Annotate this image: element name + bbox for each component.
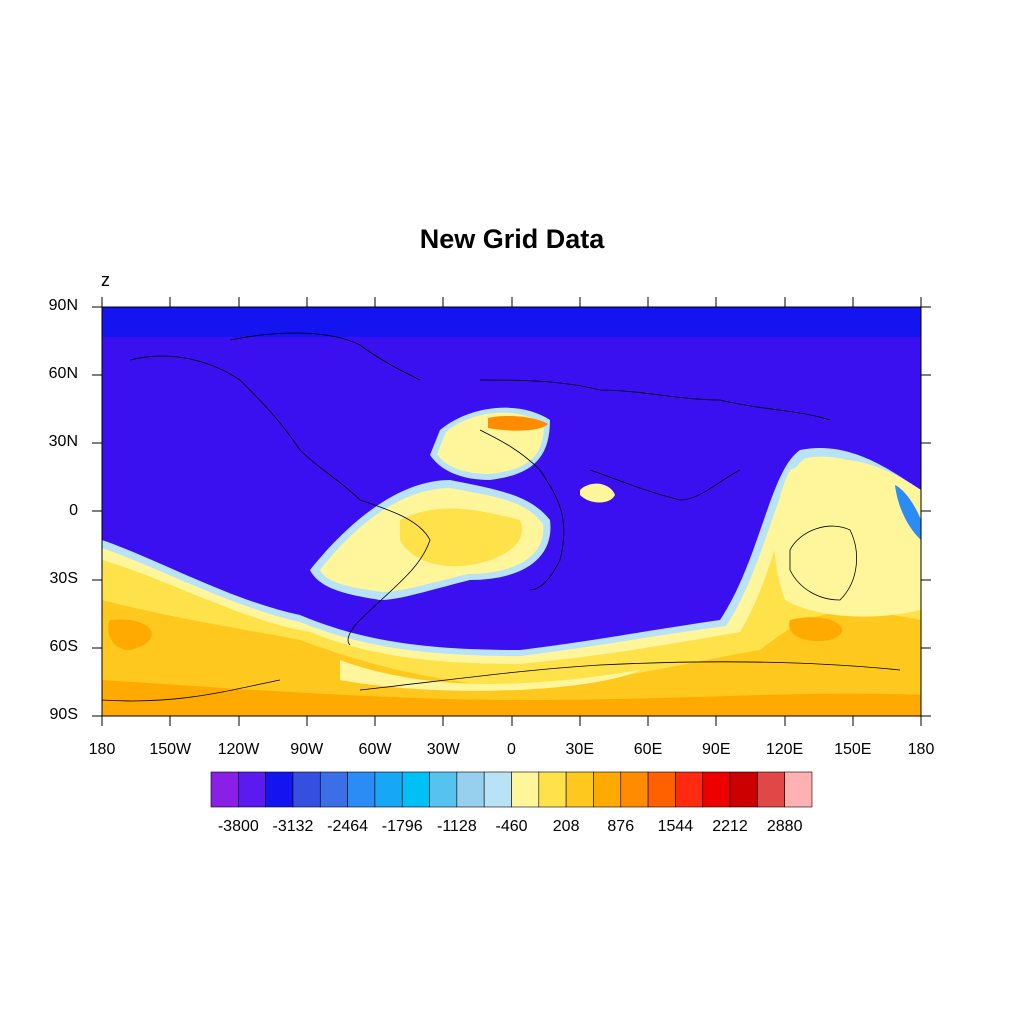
colorbar-label: 876 (607, 818, 635, 835)
lat-label: 30S (49, 569, 78, 587)
lon-label: 150E (834, 741, 872, 758)
colorbar-box (292, 771, 321, 808)
colorbar-box (729, 771, 758, 808)
colorbar-box (565, 771, 594, 808)
lat-label: 30N (48, 433, 78, 451)
colorbar-box (401, 771, 430, 808)
lon-label: 60E (633, 741, 663, 758)
lon-label: 30E (565, 741, 594, 758)
colorbar-label: -1128 (436, 818, 477, 835)
lat-label: 0 (69, 501, 78, 519)
colorbar-label: 1544 (657, 818, 694, 835)
colorbar-label: -460 (495, 818, 528, 835)
lat-label: 90S (49, 706, 78, 724)
colorbar-box (347, 771, 376, 808)
colorbar-label: 2212 (712, 818, 748, 835)
colorbar (210, 771, 813, 808)
colorbar-label: -1796 (381, 818, 423, 835)
colorbar-label: -3800 (217, 818, 259, 835)
colorbar-box (620, 771, 649, 808)
lon-label: 60W (358, 741, 392, 758)
colorbar-label: -2464 (327, 818, 369, 835)
lon-label: 150W (149, 741, 192, 758)
colorbar-box (675, 771, 704, 808)
colorbar-box (483, 771, 512, 808)
lon-label: 90W (290, 741, 324, 758)
coastlines (102, 332, 901, 702)
colorbar-box (238, 771, 266, 808)
colorbar-box (210, 771, 239, 808)
colorbar-label: 2880 (766, 818, 803, 835)
lat-label: 90N (48, 297, 78, 314)
colorbar-box (265, 771, 294, 808)
lon-label: 180 (907, 741, 935, 758)
lat-label: 60N (48, 365, 78, 383)
colorbar-box (511, 771, 540, 808)
colorbar-box (429, 771, 458, 808)
lon-label: 30W (426, 741, 460, 758)
colorbar-label: -3132 (272, 818, 314, 835)
lon-label: 120W (217, 741, 260, 758)
axis-ticks (92, 297, 931, 726)
colorbar-box (757, 771, 785, 808)
variable-label: z (101, 270, 110, 290)
colorbar-box (593, 771, 622, 808)
colorbar-box (374, 771, 403, 808)
plot-title: New Grid Data (419, 224, 605, 254)
colorbar-box (456, 771, 485, 808)
colorbar-box (702, 771, 731, 808)
colorbar-box (319, 771, 348, 808)
lon-label: 90E (702, 741, 731, 758)
colorbar-box (784, 771, 813, 808)
lon-label: 180 (88, 741, 116, 758)
contour-field (102, 307, 921, 716)
colorbar-box (647, 771, 676, 808)
lat-label: 60S (49, 638, 78, 655)
colorbar-box (538, 771, 567, 808)
colorbar-label: 208 (552, 818, 580, 835)
lon-label: 0 (507, 741, 516, 758)
lon-label: 120E (765, 741, 804, 758)
